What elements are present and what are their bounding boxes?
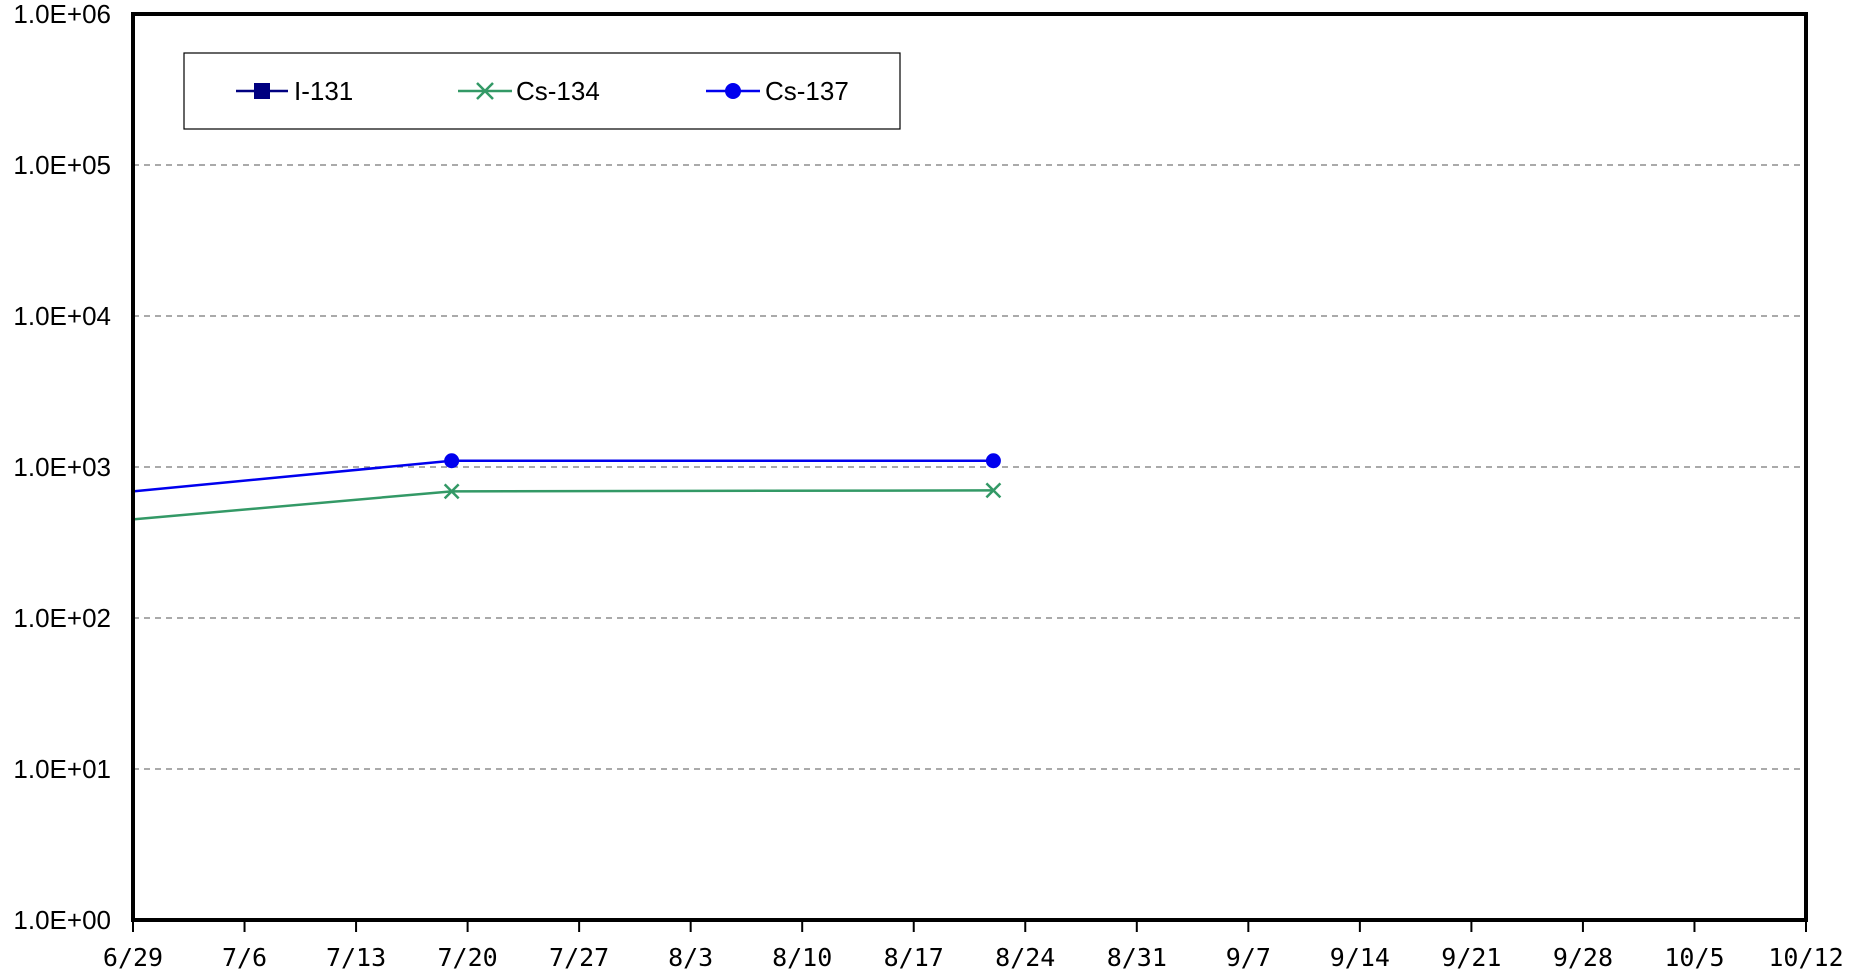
x-tick-label: 7/27	[549, 943, 609, 972]
legend-marker-circle	[725, 83, 741, 99]
x-tick-label: 9/21	[1441, 943, 1501, 972]
data-point	[985, 482, 1002, 499]
y-tick-label: 1.0E+00	[13, 905, 111, 935]
y-tick-label: 1.0E+04	[13, 301, 111, 331]
x-axis-ticks: 6/29 7/6 7/13 7/20 7/27 8/3 8/10 8/17 8/24 8/31 9/…	[103, 920, 1844, 972]
x-tick-label: 9/14	[1330, 943, 1390, 972]
y-tick-label: 1.0E+03	[13, 452, 111, 482]
legend-marker-x	[476, 82, 494, 100]
x-tick-label: 9/28	[1553, 943, 1613, 972]
data-point	[444, 453, 460, 469]
y-tick-label: 1.0E+02	[13, 603, 111, 633]
x-tick-label: 8/31	[1107, 943, 1167, 972]
x-tick-label: 8/17	[884, 943, 944, 972]
x-tick-label: 7/6	[222, 943, 267, 972]
y-tick-label: 1.0E+01	[13, 754, 111, 784]
legend-marker-square	[254, 83, 270, 99]
y-tick-label: 1.0E+05	[13, 150, 111, 180]
legend-item-cs134: Cs-134	[458, 76, 600, 106]
y-tick-label: 1.0E+06	[13, 0, 111, 29]
y-axis-ticks: 1.0E+00 1.0E+01 1.0E+02 1.0E+03 1.0E+04 1.0E+…	[13, 0, 111, 935]
data-point	[443, 483, 460, 500]
x-tick-label: 10/12	[1768, 943, 1843, 972]
legend-box	[183, 52, 901, 130]
legend-label-i131: I-131	[294, 76, 353, 106]
x-tick-label: 8/10	[772, 943, 832, 972]
x-tick-label: 9/7	[1226, 943, 1271, 972]
x-tick-label: 7/20	[437, 943, 497, 972]
plot-frame	[131, 12, 1808, 922]
data-point	[985, 453, 1001, 469]
series-line-cs-134	[132, 489, 994, 521]
x-tick-label: 10/5	[1664, 943, 1724, 972]
x-tick-label: 8/24	[995, 943, 1055, 972]
series-layer	[132, 453, 1002, 521]
legend-label-cs134: Cs-134	[516, 76, 600, 106]
gridlines	[133, 164, 1806, 770]
x-tick-label: 7/13	[326, 943, 386, 972]
legend-label-cs137: Cs-137	[765, 76, 849, 106]
legend: I-131 Cs-134 Cs-137	[183, 52, 901, 130]
legend-item-cs137: Cs-137	[706, 76, 849, 106]
series-line-cs-137	[132, 459, 994, 493]
legend-item-i131: I-131	[236, 76, 353, 106]
x-tick-label: 6/29	[103, 943, 163, 972]
x-tick-label: 8/3	[668, 943, 713, 972]
